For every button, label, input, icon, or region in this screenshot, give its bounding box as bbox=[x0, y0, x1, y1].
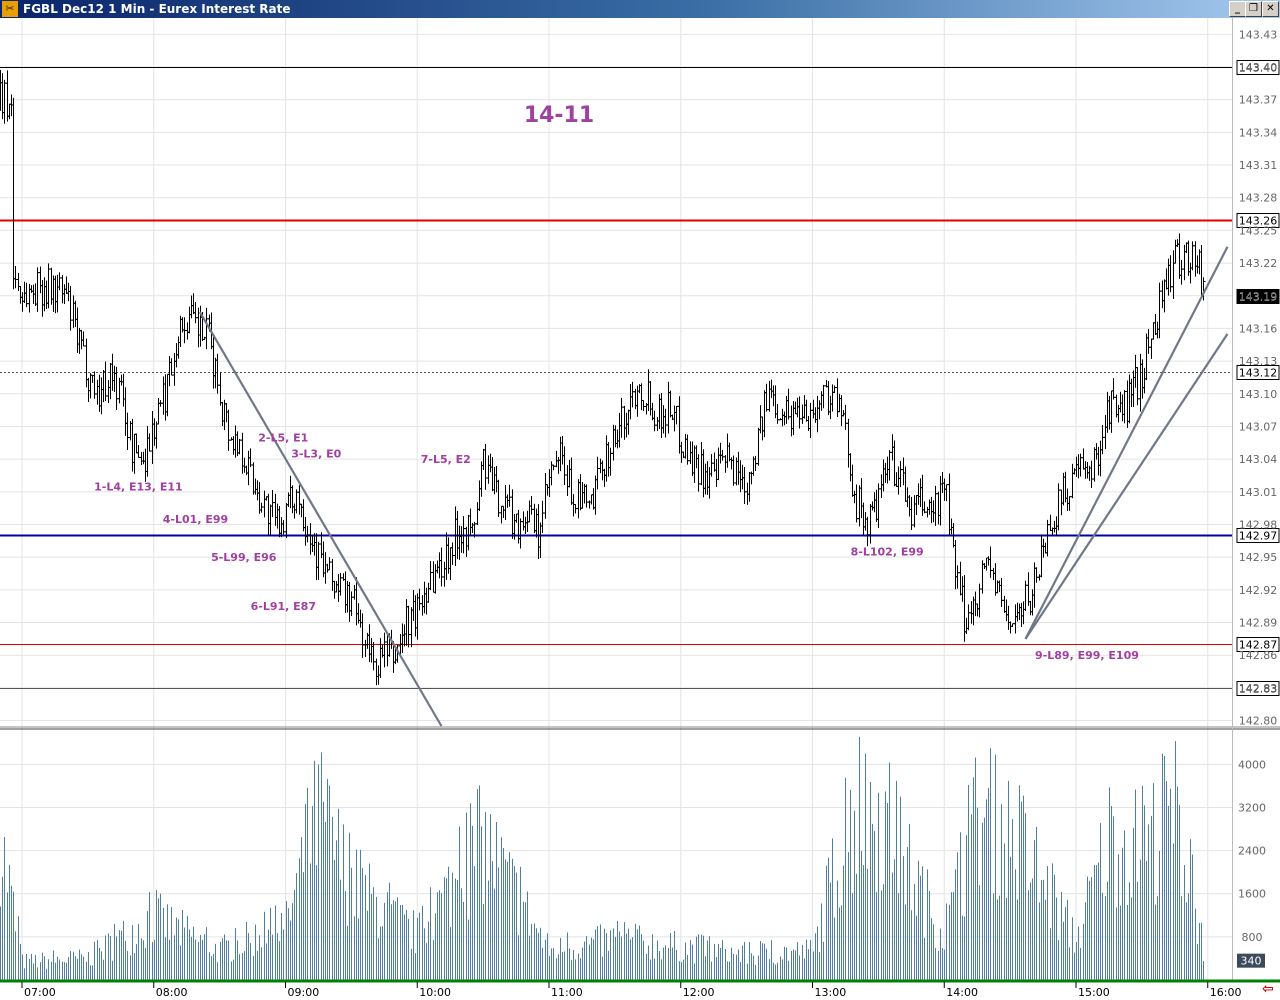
time-axis-band bbox=[0, 983, 1280, 1000]
annotation-label: 8-L102, E99 bbox=[851, 546, 924, 559]
price-level-tag bbox=[1236, 213, 1280, 228]
trendline bbox=[1024, 246, 1229, 640]
time-tick-label: 15:00 bbox=[1078, 986, 1110, 999]
price-levels: 143.40143.26143.19143.12142.97142.87142.… bbox=[0, 60, 1280, 696]
annotation-label: 6-L91, E87 bbox=[251, 600, 316, 613]
trendlines bbox=[198, 246, 1229, 727]
time-tick-label: 16:00 bbox=[1210, 986, 1242, 999]
price-level-tag bbox=[1236, 528, 1280, 543]
price-level-label: 143.40 bbox=[1239, 62, 1278, 75]
volume-bars bbox=[0, 736, 1204, 980]
price-tick-label: 142.95 bbox=[1239, 551, 1278, 564]
price-axis: 142.80 142.83 142.86 142.89 142.92 142.95 142.… bbox=[1239, 28, 1278, 727]
trendline bbox=[198, 311, 443, 727]
price-tick-label: 143.34 bbox=[1239, 126, 1278, 139]
time-tick-label: 12:00 bbox=[683, 986, 715, 999]
price-level-tag bbox=[1236, 637, 1280, 652]
price-tick-label: 142.80 bbox=[1239, 715, 1278, 728]
chart-title: 14-11 bbox=[524, 103, 594, 128]
annotation-label: 5-L99, E96 bbox=[211, 551, 277, 564]
price-tick-label: 142.83 bbox=[1239, 682, 1278, 695]
price-level-label: 142.87 bbox=[1239, 639, 1278, 652]
price-level-tag bbox=[1236, 681, 1280, 696]
price-level-label: 143.26 bbox=[1239, 215, 1278, 228]
price-tick-label: 143.01 bbox=[1239, 486, 1278, 499]
price-tick-label: 142.89 bbox=[1239, 617, 1278, 630]
price-level-label: 143.19 bbox=[1239, 291, 1278, 304]
time-tick-label: 10:00 bbox=[419, 986, 451, 999]
price-tick-label: 143.37 bbox=[1239, 94, 1278, 107]
annotation-label: 3-L3, E0 bbox=[291, 448, 341, 461]
price-tick-label: 143.10 bbox=[1239, 388, 1278, 401]
price-level-label: 142.97 bbox=[1239, 530, 1278, 543]
price-tick-label: 143.07 bbox=[1239, 420, 1278, 433]
price-tick-label: 143.31 bbox=[1239, 159, 1278, 172]
restore-button[interactable]: ❐ bbox=[1245, 1, 1262, 17]
annotation-label: 9-L89, E99, E109 bbox=[1035, 649, 1139, 662]
annotation-label: 7-L5, E2 bbox=[421, 453, 471, 466]
app-icon: ✂ bbox=[2, 1, 18, 17]
volume-axis: 4000 3200 2400 1600 800 340 bbox=[1237, 758, 1266, 968]
scroll-left-arrow-icon[interactable]: ⇦ bbox=[1262, 981, 1274, 997]
price-tick-label: 143.16 bbox=[1239, 322, 1278, 335]
time-tick-label: 11:00 bbox=[551, 986, 583, 999]
price-tick-label: 143.28 bbox=[1239, 192, 1278, 205]
price-tick-label: 143.13 bbox=[1239, 355, 1278, 368]
chart-background bbox=[0, 18, 1280, 1000]
annotation-label: 2-L5, E1 bbox=[258, 431, 308, 444]
grid bbox=[0, 18, 1232, 982]
time-axis: 07:00 08:00 09:00 10:00 11:00 12:00 13:00 14:00… bbox=[0, 982, 1280, 1000]
time-tick-label: 07:00 bbox=[24, 986, 56, 999]
price-level-tag bbox=[1236, 365, 1280, 380]
price-volume-chart[interactable]: 143.40143.26143.19143.12142.97142.87142.… bbox=[0, 18, 1280, 1000]
window-title: FGBL Dec12 1 Min - Eurex Interest Rate bbox=[23, 2, 291, 16]
last-volume-tag bbox=[1237, 953, 1265, 968]
annotation-label: 4-L01, E99 bbox=[163, 513, 228, 526]
price-tick-label: 143.19 bbox=[1239, 290, 1278, 303]
volume-tick-label: 2400 bbox=[1238, 845, 1266, 858]
volume-tick-label: 4000 bbox=[1238, 758, 1266, 771]
time-tick-label: 14:00 bbox=[946, 986, 978, 999]
price-tick-label: 143.04 bbox=[1239, 453, 1278, 466]
price-level-tag bbox=[1236, 289, 1280, 304]
annotations: 1-L4, E13, E11 2-L5, E1 3-L3, E0 7-L5, E2 4-… bbox=[94, 431, 1139, 662]
price-tick-label: 142.92 bbox=[1239, 584, 1278, 597]
price-level-label: 142.83 bbox=[1239, 683, 1278, 696]
annotation-label: 1-L4, E13, E11 bbox=[94, 480, 183, 493]
close-button[interactable]: ✕ bbox=[1262, 1, 1279, 17]
time-tick-label: 08:00 bbox=[156, 986, 188, 999]
window-titlebar: ✂ FGBL Dec12 1 Min - Eurex Interest Rate… bbox=[0, 0, 1280, 18]
price-tick-label: 143.43 bbox=[1239, 28, 1278, 41]
price-tick-label: 142.86 bbox=[1239, 649, 1278, 662]
time-tick-label: 13:00 bbox=[815, 986, 847, 999]
price-level-tag bbox=[1236, 60, 1280, 75]
minimize-button[interactable]: _ bbox=[1229, 1, 1246, 17]
price-tick-label: 143.22 bbox=[1239, 257, 1278, 270]
price-tick-label: 143.25 bbox=[1239, 224, 1278, 237]
price-level-label: 143.12 bbox=[1239, 367, 1278, 380]
time-tick-label: 09:00 bbox=[288, 986, 320, 999]
trendline bbox=[1024, 333, 1229, 640]
volume-tick-label: 800 bbox=[1242, 931, 1263, 944]
price-tick-label: 143.40 bbox=[1239, 61, 1278, 74]
volume-tick-label: 3200 bbox=[1238, 801, 1266, 814]
volume-tick-label: 1600 bbox=[1238, 888, 1266, 901]
last-volume-label: 340 bbox=[1241, 955, 1262, 968]
price-tick-label: 142.98 bbox=[1239, 518, 1278, 531]
